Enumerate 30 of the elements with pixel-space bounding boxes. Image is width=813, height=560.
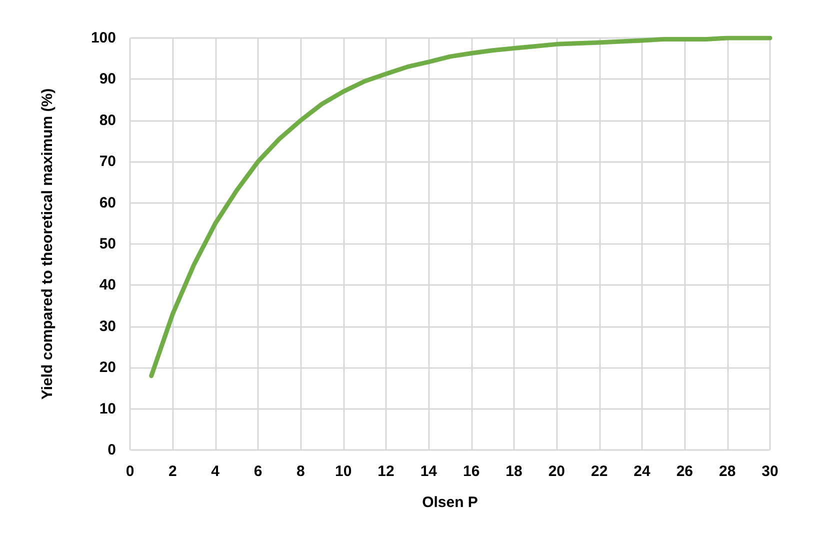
x-tick-label: 18 [506, 463, 522, 480]
line-series [149, 36, 772, 378]
y-tick-label: 90 [99, 70, 116, 88]
x-tick-label: 6 [254, 463, 262, 480]
x-tick-label: 28 [718, 463, 736, 480]
y-tick-label: 40 [99, 276, 116, 294]
y-tick-label: 80 [99, 112, 116, 129]
y-tick-label: 60 [99, 194, 116, 212]
x-tick-label: 24 [634, 463, 651, 480]
y-tick-label: 100 [90, 30, 116, 46]
x-tick-label: 4 [211, 463, 220, 480]
x-tick-label: 0 [126, 463, 134, 480]
y-tick-label: 10 [99, 400, 116, 418]
x-tick-label: 26 [676, 463, 694, 480]
y-tick-label: 0 [108, 442, 116, 458]
x-tick-label: 22 [590, 463, 608, 480]
x-tick-label: 20 [548, 463, 566, 480]
x-tick-label: 14 [420, 463, 438, 480]
x-tick-label: 12 [378, 463, 394, 480]
y-tick-label: 70 [99, 153, 116, 170]
x-tick-label: 8 [296, 463, 305, 480]
y-tick-label: 50 [99, 236, 116, 252]
y-tick-label: 30 [99, 318, 116, 335]
y-axis-title: Yield compared to theoretical maximum (%) [39, 88, 56, 400]
x-tick-label: 10 [334, 463, 352, 480]
x-tick-label: 16 [462, 463, 480, 480]
y-tick-label: 20 [99, 359, 116, 376]
x-axis-title: Olsen P [422, 494, 478, 511]
x-tick-label: 2 [168, 463, 177, 480]
x-tick-label: 30 [762, 463, 778, 480]
